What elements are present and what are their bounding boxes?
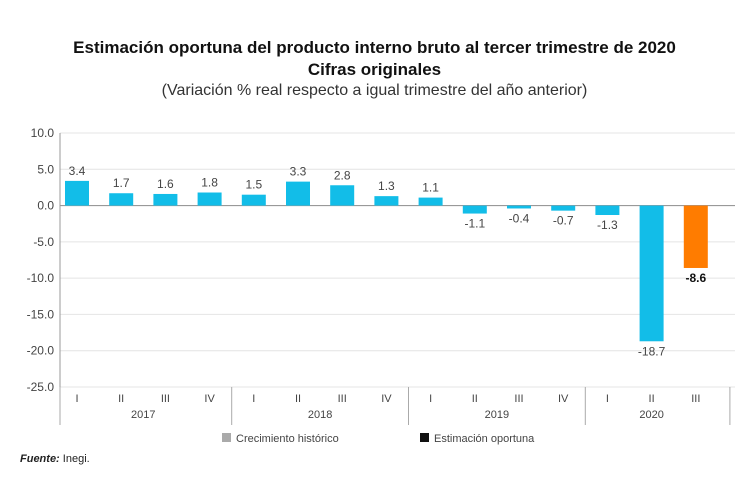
- chart-units: (Variación % real respecto a igual trime…: [161, 82, 588, 99]
- data-label: 1.5: [245, 178, 262, 192]
- x-tick-label: II: [295, 393, 301, 405]
- x-tick-label: II: [118, 393, 124, 405]
- data-label: 1.7: [113, 176, 130, 190]
- y-tick-label: -5.0: [33, 235, 54, 249]
- legend-label: Estimación oportuna: [434, 433, 535, 445]
- year-label: 2020: [639, 409, 663, 421]
- bar: [507, 205, 531, 209]
- x-tick-label: IV: [381, 393, 392, 405]
- bar: [197, 192, 222, 206]
- y-tick-label: 5.0: [37, 162, 54, 176]
- bar: [330, 185, 355, 206]
- data-label: 1.6: [157, 177, 174, 191]
- data-label: -0.4: [509, 211, 530, 225]
- data-label: -8.6: [685, 271, 706, 285]
- data-label: 2.8: [334, 168, 351, 182]
- y-tick-label: -25.0: [27, 380, 55, 394]
- y-tick-label: 0.0: [37, 199, 54, 213]
- bar: [286, 181, 310, 206]
- bar: [418, 197, 443, 206]
- x-tick-label: I: [252, 393, 255, 405]
- data-label: 1.3: [378, 179, 395, 193]
- source-value: Inegi.: [62, 453, 90, 465]
- data-label: -1.1: [464, 217, 485, 231]
- bar: [65, 180, 89, 206]
- y-tick-label: -10.0: [27, 271, 55, 285]
- bar: [595, 205, 620, 216]
- x-tick-label: III: [514, 393, 523, 405]
- year-label: 2018: [308, 409, 332, 421]
- bar: [551, 205, 576, 211]
- legend-swatch: [420, 433, 429, 442]
- chart-subtitle: Cifras originales: [307, 60, 442, 79]
- bar: [683, 205, 708, 268]
- bar: [153, 193, 178, 206]
- chart-title: Estimación oportuna del producto interno…: [73, 38, 676, 57]
- x-tick-label: III: [338, 393, 347, 405]
- source-note: Fuente: Inegi.: [20, 453, 90, 465]
- source-label: Fuente:: [20, 453, 60, 465]
- legend-swatch: [222, 433, 231, 442]
- legend-label: Crecimiento histórico: [236, 433, 339, 445]
- bar: [639, 205, 664, 342]
- year-label: 2019: [485, 409, 509, 421]
- x-tick-label: II: [649, 393, 655, 405]
- data-label: 1.1: [422, 181, 439, 195]
- y-tick-label: 10.0: [31, 126, 55, 140]
- data-label: -0.7: [553, 214, 574, 228]
- bar: [109, 193, 134, 206]
- data-label: -18.7: [638, 344, 666, 358]
- data-label: 1.8: [201, 176, 218, 190]
- x-tick-label: III: [691, 393, 700, 405]
- x-tick-label: III: [161, 393, 170, 405]
- x-tick-label: I: [606, 393, 609, 405]
- bar: [462, 205, 487, 214]
- bar: [241, 194, 266, 206]
- x-tick-label: IV: [558, 393, 569, 405]
- year-label: 2017: [131, 409, 155, 421]
- bar: [374, 196, 399, 206]
- x-tick-label: II: [472, 393, 478, 405]
- x-tick-label: I: [429, 393, 432, 405]
- x-tick-label: I: [75, 393, 78, 405]
- data-label: 3.4: [69, 164, 86, 178]
- data-label: -1.3: [597, 218, 618, 232]
- y-tick-label: -15.0: [27, 307, 55, 321]
- x-tick-label: IV: [204, 393, 215, 405]
- data-label: 3.3: [290, 165, 307, 179]
- y-tick-label: -20.0: [27, 344, 55, 358]
